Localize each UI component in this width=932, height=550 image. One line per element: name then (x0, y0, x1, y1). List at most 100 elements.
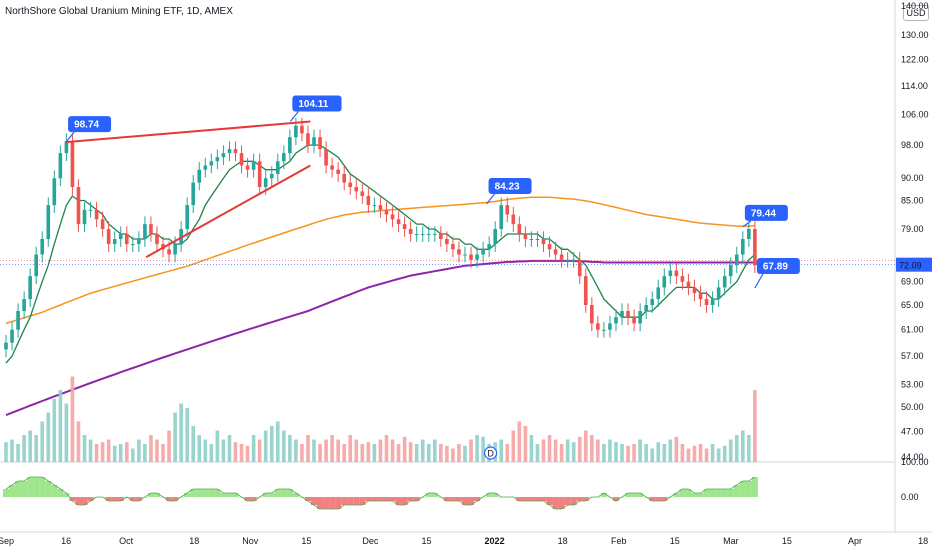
volume-bar (541, 439, 546, 462)
osc-bar (202, 489, 209, 497)
osc-bar (111, 497, 118, 501)
volume-bar (209, 444, 214, 462)
candle-body (662, 276, 667, 288)
volume-bar (408, 442, 413, 462)
volume-bar (535, 444, 540, 462)
osc-bar (21, 481, 28, 497)
osc-tick-label: 0.00 (901, 492, 919, 502)
volume-bar (318, 444, 322, 462)
osc-bar (492, 493, 499, 497)
volume-bar (577, 436, 582, 462)
osc-bar (564, 497, 571, 505)
osc-bar (631, 493, 638, 497)
osc-bar (389, 497, 396, 501)
volume-bar (402, 436, 407, 462)
osc-bar (153, 493, 161, 497)
volume-bar (734, 435, 739, 462)
candle-body (366, 195, 371, 206)
ma-long-line (5, 259, 761, 417)
callout-pointer (486, 193, 496, 205)
osc-bar (75, 497, 82, 505)
y-tick-label: 57.00 (901, 351, 924, 361)
x-tick-label: 15 (670, 536, 680, 546)
candle-body (499, 205, 504, 230)
candle-body (288, 137, 292, 154)
candle-body (233, 149, 238, 154)
volume-bar (167, 430, 171, 462)
candle-body (608, 323, 612, 330)
osc-bar (87, 497, 94, 501)
candle-body (602, 329, 606, 331)
candle-body (535, 239, 540, 241)
x-tick-label: 16 (61, 536, 71, 546)
candle-body (728, 265, 733, 277)
osc-bar (649, 497, 656, 501)
candle-body (348, 182, 353, 187)
candle-body (402, 224, 407, 230)
callout-pointer (289, 111, 299, 122)
osc-bar (751, 477, 758, 497)
candle-body (396, 219, 401, 225)
volume-bar (372, 444, 377, 462)
candle-body (360, 191, 365, 196)
candle-body (674, 270, 679, 277)
candle-body (167, 249, 171, 255)
osc-bar (341, 497, 348, 505)
volume-bar (475, 435, 479, 462)
volume-bar (324, 439, 328, 462)
volume-bar (481, 436, 485, 462)
volume-bar (384, 435, 389, 462)
last-price-label: 72.09 (899, 261, 922, 271)
osc-bar (365, 497, 372, 501)
volume-bar (306, 435, 310, 462)
x-tick-label: Oct (119, 536, 134, 546)
candle-body (704, 299, 709, 306)
osc-bar (232, 493, 239, 497)
volume-bar (396, 444, 401, 462)
callout-box (292, 95, 342, 112)
osc-bar (359, 497, 366, 505)
osc-bar (184, 493, 191, 497)
candle-body (239, 153, 244, 166)
volume-bar (257, 439, 262, 462)
candle-body (457, 249, 461, 255)
osc-bar (69, 497, 76, 501)
candle-body (227, 149, 232, 154)
candle-body (257, 161, 262, 187)
candle-body (112, 239, 117, 245)
volume-bar (100, 442, 105, 462)
callout-pointer (754, 273, 764, 289)
volume-bar (692, 445, 697, 462)
candle-body (445, 239, 449, 245)
osc-bar (63, 493, 70, 497)
candle-body (155, 233, 159, 245)
candle-body (698, 293, 703, 300)
osc-bar (172, 497, 179, 501)
osc-bar (528, 497, 535, 501)
osc-bar (280, 489, 287, 497)
candle-body (686, 281, 691, 288)
osc-bar (371, 497, 378, 501)
volume-bar (76, 421, 81, 462)
osc-bar (540, 497, 547, 501)
candle-body (692, 287, 697, 294)
candle-body (420, 233, 425, 235)
volume-bar (203, 439, 208, 462)
candle-body (209, 161, 214, 166)
volume-bar (348, 435, 353, 462)
currency-badge[interactable]: USD (903, 5, 929, 21)
trendline (145, 164, 311, 259)
candle-body (324, 149, 328, 166)
volume-bar (517, 421, 522, 462)
osc-bar (443, 497, 450, 501)
candle-body (632, 317, 636, 324)
candle-body (294, 125, 298, 138)
osc-bar (637, 493, 644, 497)
osc-bar (45, 481, 52, 497)
volume-bar (753, 390, 757, 462)
volume-bar (64, 403, 69, 462)
volume-bar (221, 439, 226, 462)
volume-bar (179, 403, 183, 462)
volume-bar (94, 444, 99, 462)
